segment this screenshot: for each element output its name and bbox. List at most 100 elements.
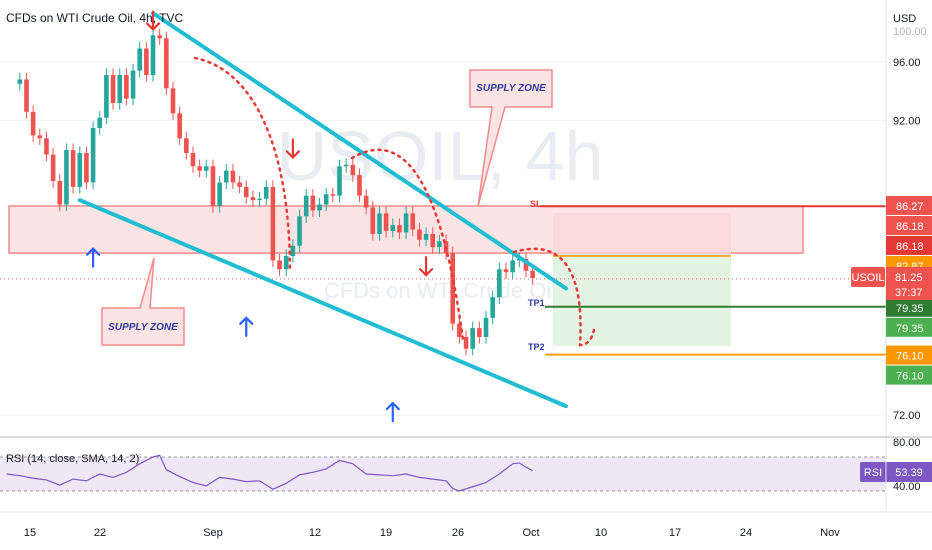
candle bbox=[230, 170, 236, 183]
price-badge bbox=[886, 195, 932, 215]
supply-zone-callout-bottom: SUPPLY ZONE bbox=[101, 257, 185, 346]
candle bbox=[77, 153, 83, 187]
price-badge bbox=[886, 235, 932, 255]
supply-zone-label-bottom: SUPPLY ZONE bbox=[108, 322, 178, 333]
price-badge bbox=[886, 365, 932, 385]
time-tick: 22 bbox=[94, 527, 106, 539]
current-price-badge bbox=[886, 267, 932, 300]
candle bbox=[250, 197, 256, 201]
candle bbox=[437, 241, 442, 248]
candle bbox=[263, 186, 269, 199]
current-price: 81.25 bbox=[895, 272, 923, 284]
candle bbox=[270, 186, 276, 261]
rsi-value-badge: RSI 53.39 bbox=[860, 462, 932, 482]
bar-countdown: 37:37 bbox=[895, 287, 923, 299]
price-tick: 96.00 bbox=[893, 57, 921, 69]
time-tick: Nov bbox=[820, 527, 840, 539]
candle bbox=[197, 166, 202, 171]
candle bbox=[70, 150, 76, 187]
candle bbox=[243, 186, 249, 198]
candle bbox=[470, 328, 475, 349]
candle bbox=[303, 195, 309, 217]
time-tick: 10 bbox=[595, 527, 607, 539]
trendline-lower[interactable] bbox=[77, 198, 568, 409]
candle bbox=[350, 164, 356, 176]
candle bbox=[44, 138, 49, 155]
price-tick: 72.00 bbox=[893, 410, 921, 422]
candle bbox=[377, 213, 382, 234]
arrow-down-icon bbox=[285, 138, 300, 159]
candle bbox=[237, 182, 242, 187]
price-badge-label: 76.10 bbox=[896, 371, 924, 383]
candle bbox=[164, 38, 169, 89]
candle bbox=[283, 256, 289, 270]
candle bbox=[210, 166, 216, 206]
rsi-band bbox=[0, 457, 886, 491]
candle bbox=[30, 111, 36, 136]
candle bbox=[124, 75, 129, 99]
candle bbox=[503, 269, 509, 273]
candle bbox=[403, 213, 409, 233]
symbol-tag-label: USOIL bbox=[851, 272, 884, 284]
candle bbox=[510, 260, 515, 273]
arrow-up-icon bbox=[239, 316, 254, 337]
candle bbox=[64, 150, 69, 205]
candle bbox=[97, 117, 103, 129]
rsi-tick-80: 80.00 bbox=[893, 437, 921, 449]
candle bbox=[177, 113, 182, 139]
candle bbox=[457, 323, 462, 337]
candle bbox=[417, 229, 422, 240]
time-tick: 12 bbox=[309, 527, 321, 539]
supply-zone-label-top: SUPPLY ZONE bbox=[476, 83, 546, 94]
candle bbox=[50, 154, 56, 181]
candle bbox=[144, 48, 149, 76]
candle bbox=[357, 175, 362, 196]
trendline-upper[interactable] bbox=[151, 11, 568, 291]
candle bbox=[150, 35, 156, 76]
chart-title: CFDs on WTI Crude Oil, 4h, TVC bbox=[6, 11, 183, 25]
candle bbox=[343, 164, 349, 167]
candle bbox=[483, 317, 489, 337]
price-badge bbox=[886, 215, 932, 235]
rsi-line bbox=[6, 454, 533, 492]
projection-arc-1 bbox=[193, 56, 292, 274]
projection-paths bbox=[193, 56, 596, 347]
reward-box bbox=[553, 257, 731, 346]
price-badge-label: 79.35 bbox=[896, 323, 924, 335]
tp1-label: TP1 bbox=[528, 298, 545, 308]
price-ticks[interactable]: 96.00 92.00 72.00 bbox=[893, 57, 921, 422]
trendlines bbox=[77, 11, 568, 409]
candle bbox=[277, 260, 282, 270]
price-tick-partial: 100.00 bbox=[893, 26, 927, 38]
candle bbox=[397, 225, 402, 233]
time-axis[interactable]: 15 22 Sep 12 19 26 Oct 10 17 24 Nov bbox=[24, 527, 840, 539]
price-badge-label: 86.27 bbox=[896, 201, 924, 213]
projection-arc-3 bbox=[512, 247, 596, 347]
watermark-description: CFDs on WTI Crude Oil bbox=[324, 278, 556, 303]
candle bbox=[410, 213, 416, 230]
rsi-tick-40: 40.00 bbox=[893, 481, 921, 493]
candle bbox=[24, 79, 29, 112]
arrow-up-icon bbox=[385, 401, 400, 423]
time-tick: Oct bbox=[522, 527, 539, 539]
candle bbox=[523, 258, 529, 271]
rsi-label[interactable]: RSI (14, close, SMA, 14, 2) bbox=[6, 453, 139, 465]
projection-arc-2 bbox=[350, 148, 465, 342]
currency-label: USD bbox=[893, 13, 916, 25]
rsi-badge-label: RSI bbox=[864, 467, 882, 479]
price-badge-label: 76.10 bbox=[896, 351, 924, 363]
price-badge-label: 86.18 bbox=[896, 241, 924, 253]
candle bbox=[383, 213, 389, 232]
candle bbox=[223, 170, 229, 183]
time-tick: 24 bbox=[740, 527, 752, 539]
tp2-label: TP2 bbox=[528, 342, 545, 352]
price-badge bbox=[886, 345, 932, 365]
candle bbox=[204, 166, 209, 171]
price-badge bbox=[886, 317, 932, 337]
candle bbox=[217, 182, 222, 206]
candle bbox=[297, 216, 302, 246]
candle bbox=[37, 135, 43, 139]
candle bbox=[90, 128, 96, 183]
